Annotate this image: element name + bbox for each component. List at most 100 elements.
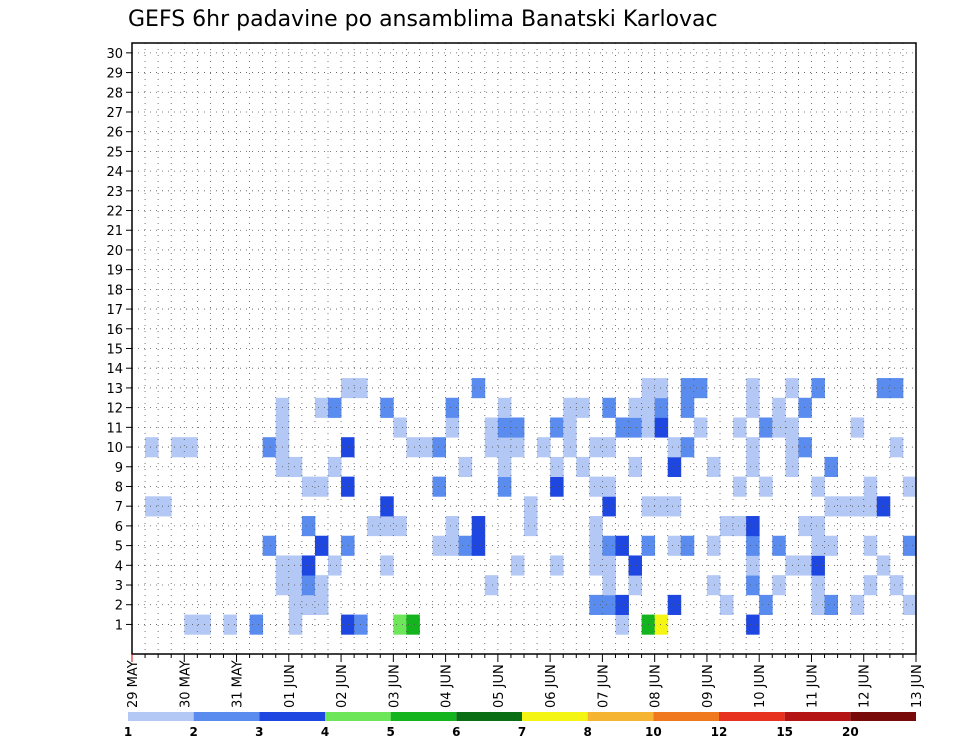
y-tick-label: 10 xyxy=(106,441,123,456)
legend-label: 20 xyxy=(842,725,859,739)
heatmap-cell xyxy=(602,437,616,458)
heatmap-cell xyxy=(145,496,159,517)
heatmap-cell xyxy=(524,516,538,537)
y-tick-label: 7 xyxy=(115,500,123,515)
heatmap-cell xyxy=(537,437,551,458)
legend-label: 3 xyxy=(255,725,263,739)
heatmap-cell xyxy=(667,535,682,556)
heatmap-cell xyxy=(706,575,721,596)
heatmap-cell xyxy=(262,437,277,458)
x-tick-label: 31 MAY xyxy=(231,660,246,708)
heatmap-cell xyxy=(393,614,407,635)
heatmap-cell xyxy=(458,456,473,478)
heatmap-cell xyxy=(314,594,329,615)
heatmap-cell xyxy=(746,614,760,635)
y-tick-label: 17 xyxy=(106,303,123,318)
heatmap-cell xyxy=(314,575,329,596)
legend-label: 12 xyxy=(711,725,728,739)
x-tick-label: 02 JUN xyxy=(335,664,350,708)
heatmap-cell xyxy=(811,575,825,596)
heatmap-cell xyxy=(563,417,577,438)
heatmap-cell xyxy=(380,516,394,537)
color-legend: 1 2 3 4 5 6 7 8 10 12 15 20 xyxy=(124,712,916,739)
heatmap-cell xyxy=(811,476,825,497)
legend-label: 10 xyxy=(645,725,662,739)
x-tick-label: 03 JUN xyxy=(387,664,402,708)
heatmap-cell xyxy=(746,437,760,458)
heatmap-cell xyxy=(628,575,642,596)
legend-label: 6 xyxy=(452,725,460,739)
y-tick-label: 18 xyxy=(106,283,123,298)
heatmap-cell xyxy=(471,535,486,556)
legend-swatch xyxy=(259,712,325,721)
heatmap-cell xyxy=(301,555,316,576)
legend-label: 2 xyxy=(189,725,197,739)
y-tick-label: 5 xyxy=(115,540,123,555)
heatmap-cell xyxy=(615,614,629,635)
heatmap-cell xyxy=(654,397,669,418)
heatmap-cell xyxy=(706,535,721,556)
heatmap-cell xyxy=(837,496,852,517)
heatmap-cell xyxy=(628,456,642,478)
y-tick-label: 27 xyxy=(106,106,123,121)
legend-swatch xyxy=(850,712,916,721)
heatmap-cell xyxy=(628,417,642,438)
heatmap-cell xyxy=(798,397,812,418)
y-tick-label: 24 xyxy=(106,165,123,180)
heatmap-cell xyxy=(432,476,446,497)
heatmap-cell xyxy=(746,456,760,478)
heatmap-cell xyxy=(654,417,669,438)
heatmap-cell xyxy=(432,437,446,458)
heatmap-cell xyxy=(811,535,825,556)
y-tick-label: 26 xyxy=(106,126,123,141)
heatmap-cell xyxy=(902,476,917,497)
heatmap-cell xyxy=(746,535,760,556)
legend-swatch xyxy=(587,712,654,721)
y-tick-label: 25 xyxy=(106,145,123,160)
y-tick-label: 28 xyxy=(106,86,123,101)
y-tick-label: 22 xyxy=(106,205,123,220)
heatmap-cell xyxy=(458,535,473,556)
y-tick-label: 30 xyxy=(106,47,123,62)
heatmap-cell xyxy=(615,417,629,438)
heatmap-cell xyxy=(902,535,917,556)
heatmap-cell xyxy=(824,456,838,478)
heatmap-cell xyxy=(328,397,342,418)
heatmap-cell xyxy=(432,535,446,556)
y-tick-label: 1 xyxy=(115,618,123,633)
heatmap-cell xyxy=(746,555,760,576)
heatmap-cell xyxy=(667,496,682,517)
heatmap-cell xyxy=(380,555,394,576)
heatmap-cell xyxy=(628,397,642,418)
legend-swatch xyxy=(390,712,457,721)
x-tick-label: 07 JUN xyxy=(596,664,611,708)
heatmap-cell xyxy=(876,378,891,399)
heatmap-cell xyxy=(667,594,682,615)
heatmap-cell xyxy=(406,437,420,458)
heatmap-cell xyxy=(824,496,838,517)
heatmap-cell xyxy=(367,516,381,537)
y-tick-label: 15 xyxy=(106,343,123,358)
heatmap-cell xyxy=(471,516,486,537)
x-tick-label: 01 JUN xyxy=(283,664,298,708)
x-tick-label: 06 JUN xyxy=(544,664,559,708)
x-tick-label: 05 JUN xyxy=(492,664,507,708)
heatmap-cell xyxy=(759,476,773,497)
heatmap-cell xyxy=(510,437,525,458)
heatmap-cell xyxy=(654,614,669,635)
heatmap-cell xyxy=(223,614,237,635)
x-tick-label: 30 MAY xyxy=(178,660,193,708)
heatmap-cell xyxy=(445,535,460,556)
legend-swatch xyxy=(719,712,785,721)
legend-swatch xyxy=(128,712,194,721)
heatmap-cell xyxy=(680,378,695,399)
heatmap-cell xyxy=(380,496,394,517)
heatmap-cell xyxy=(589,594,603,615)
heatmap-cell xyxy=(158,496,172,517)
heatmap-cell xyxy=(471,378,486,399)
legend-swatch xyxy=(456,712,522,721)
legend-label: 7 xyxy=(518,725,526,739)
heatmap-cell xyxy=(746,397,760,418)
heatmap-cell xyxy=(393,516,407,537)
